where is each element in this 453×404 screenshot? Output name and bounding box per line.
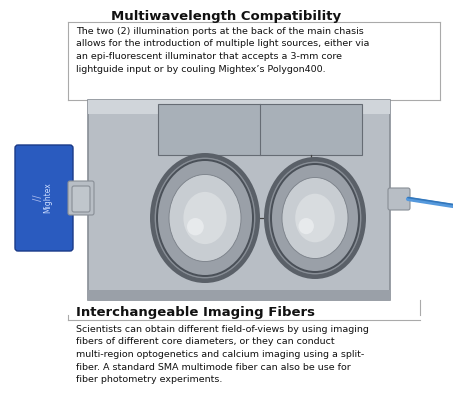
Ellipse shape: [272, 165, 358, 271]
Ellipse shape: [187, 218, 204, 236]
Bar: [158, 104, 362, 155]
Ellipse shape: [268, 161, 362, 275]
Ellipse shape: [156, 159, 254, 277]
Ellipse shape: [150, 153, 260, 283]
Text: Interchangeable Imaging Fibers: Interchangeable Imaging Fibers: [76, 306, 315, 319]
Bar: [88, 100, 390, 300]
Ellipse shape: [270, 163, 360, 273]
Text: The two (2) illumination ports at the back of the main chasis
allows for the int: The two (2) illumination ports at the ba…: [76, 27, 369, 74]
Ellipse shape: [295, 194, 335, 242]
FancyBboxPatch shape: [72, 186, 90, 212]
Ellipse shape: [282, 177, 348, 259]
Ellipse shape: [264, 157, 366, 279]
FancyBboxPatch shape: [68, 181, 94, 215]
Text: Scientists can obtain different field-of-views by using imaging
fibers of differ: Scientists can obtain different field-of…: [76, 325, 369, 384]
Text: Mightex: Mightex: [43, 183, 53, 213]
Text: //: //: [33, 195, 43, 201]
Ellipse shape: [169, 175, 241, 261]
Ellipse shape: [299, 218, 314, 234]
Text: Multiwavelength Compatibility: Multiwavelength Compatibility: [111, 10, 341, 23]
Ellipse shape: [154, 157, 256, 279]
Ellipse shape: [158, 161, 252, 275]
FancyBboxPatch shape: [388, 188, 410, 210]
Ellipse shape: [183, 192, 226, 244]
Bar: [88, 290, 390, 300]
Bar: [88, 100, 390, 114]
FancyBboxPatch shape: [15, 145, 73, 251]
